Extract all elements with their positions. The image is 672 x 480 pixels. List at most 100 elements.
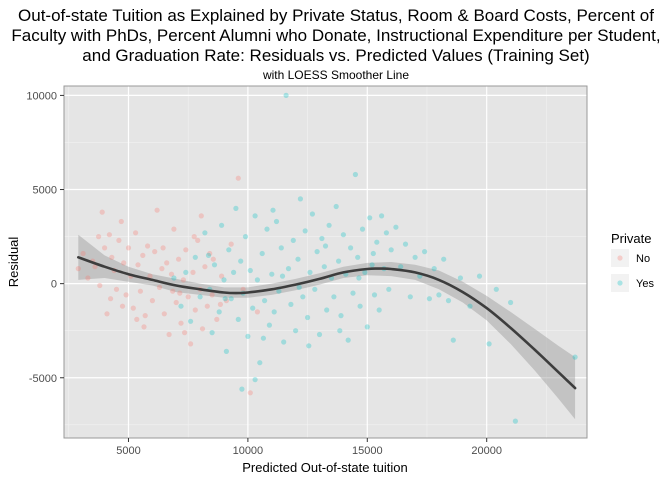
point-yes bbox=[211, 262, 218, 268]
x-tick-label: 20000 bbox=[471, 445, 502, 457]
point-yes bbox=[357, 303, 363, 309]
point-yes bbox=[245, 333, 251, 339]
point-yes bbox=[572, 354, 578, 360]
point-yes bbox=[279, 273, 286, 279]
point-yes bbox=[302, 228, 308, 234]
point-yes bbox=[266, 322, 272, 328]
point-no bbox=[173, 299, 179, 306]
point-yes bbox=[270, 207, 276, 213]
point-yes bbox=[276, 288, 282, 294]
point-no bbox=[121, 260, 127, 266]
x-axis-label: Predicted Out-of-state tuition bbox=[242, 460, 407, 475]
point-yes bbox=[322, 243, 329, 249]
point-no bbox=[168, 271, 175, 277]
point-yes bbox=[383, 230, 389, 236]
legend-key-no bbox=[611, 249, 629, 267]
point-yes bbox=[252, 213, 258, 219]
point-no bbox=[164, 260, 170, 266]
point-yes bbox=[316, 331, 323, 338]
point-yes bbox=[356, 275, 362, 281]
point-yes bbox=[242, 234, 249, 240]
point-yes bbox=[314, 249, 320, 255]
confidence-band-area bbox=[78, 234, 576, 420]
point-yes bbox=[369, 262, 375, 268]
point-yes bbox=[223, 348, 229, 354]
chart-title-line-3: and Graduation Rate: Residuals vs. Predi… bbox=[82, 46, 590, 65]
point-no bbox=[204, 303, 210, 309]
point-no bbox=[182, 330, 188, 336]
point-yes bbox=[336, 258, 342, 264]
point-yes bbox=[233, 205, 239, 211]
point-yes bbox=[364, 324, 370, 330]
point-yes bbox=[508, 299, 514, 306]
point-yes bbox=[324, 307, 330, 313]
point-no bbox=[75, 266, 81, 272]
point-yes bbox=[431, 266, 437, 272]
point-yes bbox=[321, 264, 327, 270]
x-tick-label: 10000 bbox=[233, 445, 264, 457]
point-yes bbox=[297, 196, 303, 202]
point-yes bbox=[293, 328, 299, 334]
point-yes bbox=[231, 269, 237, 275]
point-yes bbox=[239, 386, 245, 392]
point-yes bbox=[228, 296, 234, 302]
point-no bbox=[247, 390, 253, 396]
point-yes bbox=[338, 313, 344, 319]
point-no bbox=[125, 245, 132, 251]
loess-curve-line bbox=[77, 256, 577, 390]
point-no bbox=[160, 245, 166, 251]
point-yes bbox=[271, 309, 277, 315]
point-no bbox=[192, 307, 198, 313]
point-no bbox=[214, 316, 220, 322]
point-no bbox=[202, 264, 208, 270]
point-yes bbox=[398, 264, 404, 270]
point-yes bbox=[202, 230, 208, 236]
point-no bbox=[183, 247, 189, 253]
point-yes bbox=[250, 305, 256, 311]
point-no bbox=[188, 341, 194, 347]
point-yes bbox=[216, 309, 222, 315]
point-no bbox=[228, 241, 234, 247]
chart-subtitle: with LOESS Smoother Line bbox=[262, 68, 410, 82]
point-yes bbox=[512, 418, 519, 424]
point-no bbox=[140, 252, 146, 258]
point-yes bbox=[171, 275, 177, 281]
minor-grid bbox=[64, 86, 587, 438]
point-yes bbox=[352, 171, 358, 178]
point-yes bbox=[445, 298, 452, 304]
point-yes bbox=[260, 335, 266, 341]
point-no bbox=[219, 273, 225, 279]
point-no bbox=[137, 288, 143, 294]
point-yes bbox=[281, 339, 287, 345]
point-yes bbox=[436, 292, 442, 298]
point-yes bbox=[340, 232, 346, 238]
point-no bbox=[96, 234, 102, 240]
point-yes bbox=[269, 271, 275, 277]
point-no bbox=[207, 250, 213, 257]
point-yes bbox=[326, 222, 332, 228]
point-no bbox=[190, 269, 196, 275]
point-no bbox=[170, 288, 176, 294]
point-yes bbox=[307, 269, 313, 275]
point-no bbox=[156, 284, 163, 290]
point-yes bbox=[278, 245, 284, 251]
point-yes bbox=[312, 286, 318, 292]
point-no bbox=[134, 316, 140, 322]
point-yes bbox=[285, 266, 292, 272]
point-yes bbox=[457, 275, 463, 281]
point-yes bbox=[379, 213, 385, 219]
point-no bbox=[161, 311, 167, 317]
point-no bbox=[108, 296, 114, 302]
point-no bbox=[210, 256, 216, 262]
y-tick-label: -5000 bbox=[29, 373, 57, 385]
point-yes bbox=[333, 203, 339, 210]
point-yes bbox=[283, 92, 289, 98]
point-yes bbox=[402, 241, 409, 247]
point-yes bbox=[374, 239, 380, 245]
point-yes bbox=[370, 250, 376, 257]
point-no bbox=[223, 298, 229, 304]
point-yes bbox=[450, 337, 456, 343]
point-no bbox=[145, 243, 151, 249]
point-yes bbox=[259, 250, 265, 257]
